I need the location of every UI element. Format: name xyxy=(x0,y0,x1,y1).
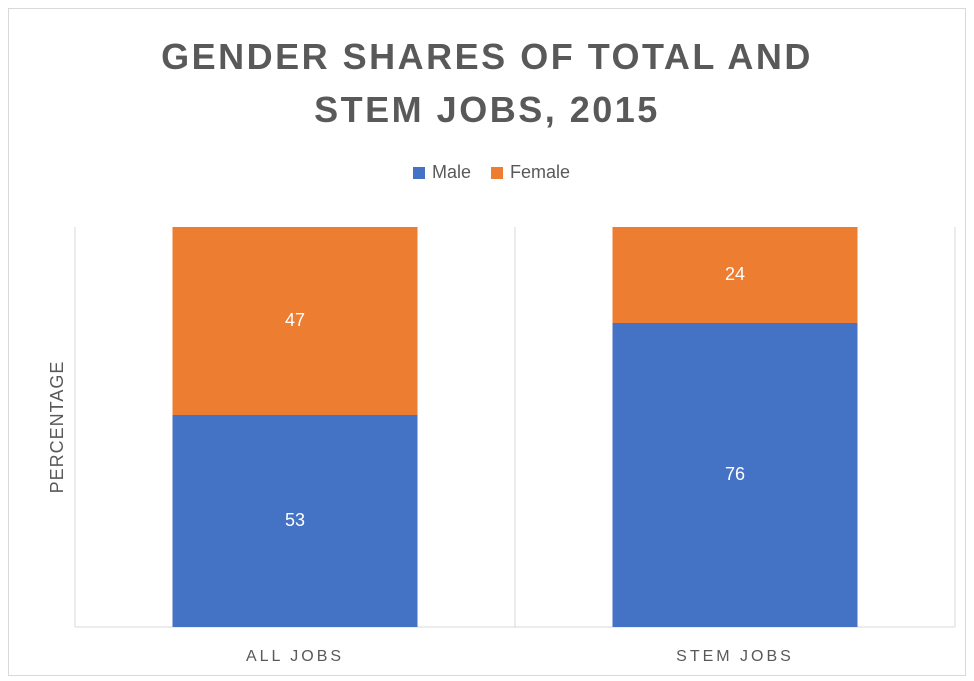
chart-title: GENDER SHARES OF TOTAL AND STEM JOBS, 20… xyxy=(161,36,813,130)
y-axis-label: PERCENTAGE xyxy=(47,361,67,494)
legend-label: Male xyxy=(432,162,471,182)
data-label: 47 xyxy=(285,310,305,330)
bar-segment xyxy=(612,323,858,627)
legend-label: Female xyxy=(510,162,570,182)
x-tick-label: STEM JOBS xyxy=(676,648,794,665)
bar-segment xyxy=(172,227,418,415)
legend-swatch xyxy=(413,167,425,179)
legend-swatch xyxy=(491,167,504,179)
bar-segment xyxy=(612,227,858,323)
x-tick-label: ALL JOBS xyxy=(246,648,344,665)
data-label: 53 xyxy=(285,510,305,530)
data-label: 24 xyxy=(725,264,745,284)
bar-segment xyxy=(172,415,418,627)
data-label: 76 xyxy=(725,464,745,484)
